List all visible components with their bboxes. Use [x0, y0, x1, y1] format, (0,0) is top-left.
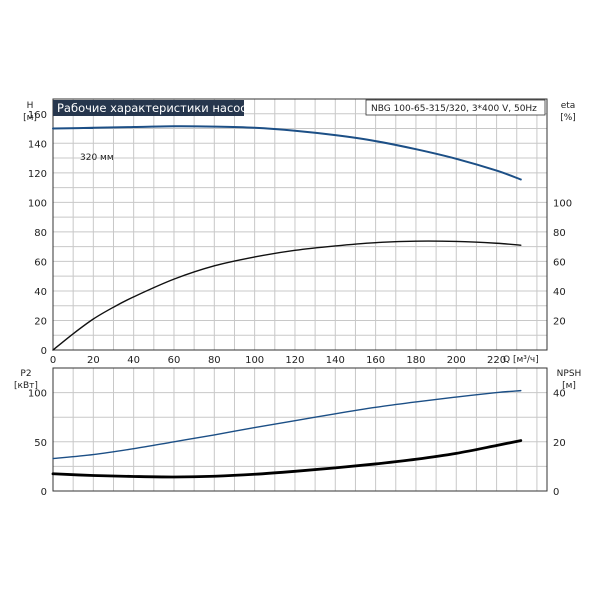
power-curve: [52, 389, 522, 460]
top-right-tick-label: 60: [553, 257, 566, 268]
x-tick-label: 60: [168, 355, 181, 366]
top-left-tick-label: 140: [28, 139, 47, 150]
bottom-right-axis-name: NPSH: [557, 369, 582, 379]
x-tick-label: 20: [87, 355, 100, 366]
bottom-left-tick-labels: 0 50 100: [28, 389, 47, 498]
top-right-axis-name: eta: [561, 101, 576, 111]
npsh-curve: [51, 439, 523, 479]
x-tick-label: 200: [447, 355, 466, 366]
top-left-tick-label: 0: [41, 346, 47, 357]
top-left-tick-label: 20: [34, 316, 47, 327]
bottom-left-tick-label: 100: [28, 389, 47, 400]
top-right-tick-labels: 20 40 60 80 100: [553, 198, 572, 327]
top-right-tick-label: 40: [553, 287, 566, 298]
bottom-left-axis-name: P2: [20, 369, 31, 379]
top-series: [52, 125, 522, 351]
top-right-axis-unit: [%]: [560, 113, 576, 123]
x-tick-label: 180: [406, 355, 425, 366]
top-left-axis-unit: [м]: [23, 113, 37, 123]
head-curve-label: 320 мм: [80, 153, 114, 163]
top-left-tick-label: 160: [28, 110, 47, 121]
bottom-right-tick-label: 0: [553, 487, 559, 498]
top-right-tick-label: 20: [553, 316, 566, 327]
top-left-axis-name: H: [27, 101, 34, 111]
bottom-right-tick-labels: 0 20 40: [553, 389, 566, 498]
top-right-tick-label: 80: [553, 228, 566, 239]
bottom-left-tick-label: 50: [34, 438, 47, 449]
top-left-tick-labels: 0 20 40 60 80 100 120 140 160: [28, 110, 47, 357]
bottom-plot-frame: [52, 367, 548, 492]
x-tick-labels: 0 20 40 60 80 100 120 140 160 180 200 220: [50, 355, 506, 366]
bottom-series: [51, 389, 523, 479]
head-curve: [52, 125, 522, 181]
chart-title: Рабочие характеристики насоса: [57, 101, 254, 115]
bottom-left-tick-label: 0: [41, 487, 47, 498]
bottom-right-tick-label: 20: [553, 438, 566, 449]
subtitle-box: NBG 100-65-315/320, 3*400 V, 50Hz: [365, 99, 546, 116]
bottom-right-tick-label: 40: [553, 389, 566, 400]
x-tick-label: 0: [50, 355, 56, 366]
top-left-tick-label: 40: [34, 287, 47, 298]
bottom-left-axis-unit: [кВт]: [14, 381, 38, 391]
chart-subtitle: NBG 100-65-315/320, 3*400 V, 50Hz: [371, 104, 537, 114]
bottom-right-axis-unit: [м]: [562, 381, 576, 391]
top-left-tick-label: 100: [28, 198, 47, 209]
x-tick-label: 140: [326, 355, 345, 366]
top-left-tick-label: 60: [34, 257, 47, 268]
x-axis-label: Q [м³/ч]: [503, 355, 539, 365]
efficiency-curve: [52, 240, 522, 351]
x-tick-label: 40: [127, 355, 140, 366]
x-tick-label: 220: [487, 355, 506, 366]
x-tick-label: 160: [366, 355, 385, 366]
top-left-tick-label: 120: [28, 169, 47, 180]
title-box: Рабочие характеристики насоса: [53, 100, 254, 116]
subtitle-background: [365, 99, 546, 116]
top-right-tick-label: 100: [553, 198, 572, 209]
x-tick-label: 120: [285, 355, 304, 366]
top-grid: [53, 99, 547, 350]
x-tick-label: 100: [245, 355, 264, 366]
title-background: [53, 100, 244, 116]
top-plot-frame: [52, 98, 548, 351]
x-tick-label: 80: [208, 355, 221, 366]
top-left-tick-label: 80: [34, 228, 47, 239]
